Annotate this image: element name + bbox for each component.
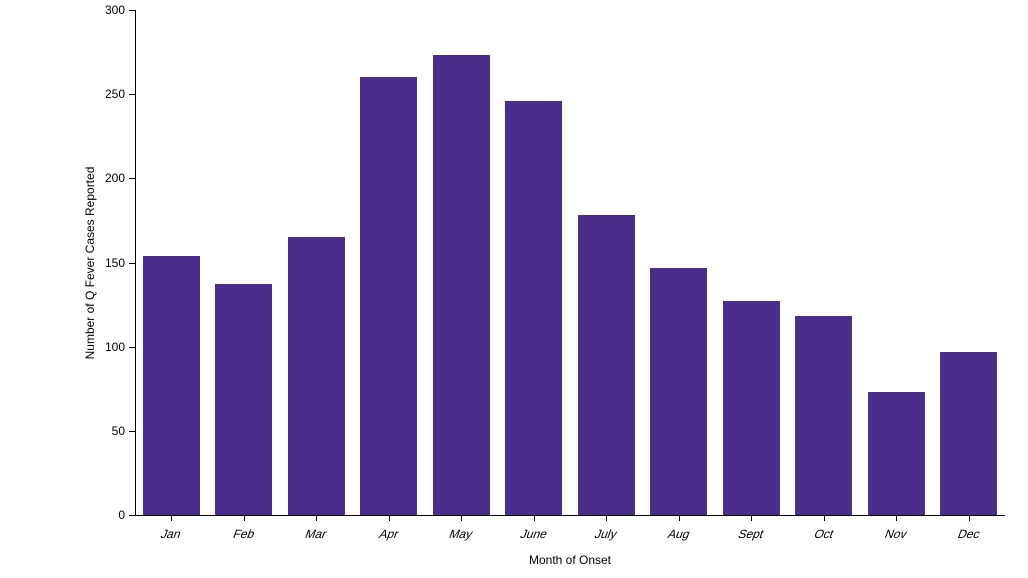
x-axis-tick-label: Nov: [883, 527, 909, 541]
x-axis-tick-mark: [969, 515, 970, 521]
x-axis-tick-mark: [751, 515, 752, 521]
x-axis-tick-mark: [606, 515, 607, 521]
y-axis-tick-label: 50: [112, 424, 125, 438]
bar: [795, 316, 852, 515]
y-axis-tick-mark: [129, 515, 135, 516]
bar: [505, 101, 562, 515]
bar: [650, 268, 707, 515]
x-axis-line: [135, 515, 1005, 516]
x-axis-tick-mark: [389, 515, 390, 521]
bar: [578, 215, 635, 515]
bar: [288, 237, 345, 515]
y-axis-tick-mark: [129, 10, 135, 11]
y-axis-tick-label: 0: [118, 508, 125, 522]
x-axis-tick-mark: [461, 515, 462, 521]
bar: [433, 55, 490, 515]
y-axis-tick-label: 250: [105, 87, 125, 101]
y-axis-label: Number of Q Fever Cases Reported: [83, 166, 97, 359]
y-axis-tick-label: 100: [105, 340, 125, 354]
bar: [215, 284, 272, 515]
x-axis-tick-label: June: [518, 527, 549, 541]
x-axis-tick-label: Jan: [159, 527, 183, 541]
x-axis-tick-label: May: [447, 527, 475, 541]
x-axis-tick-mark: [824, 515, 825, 521]
x-axis-tick-label: Sept: [736, 527, 766, 541]
bar: [360, 77, 417, 515]
x-axis-tick-label: Aug: [666, 527, 692, 541]
x-axis-tick-mark: [316, 515, 317, 521]
x-axis-tick-label: July: [593, 527, 619, 541]
y-axis-tick-label: 150: [105, 256, 125, 270]
bar: [868, 392, 925, 515]
x-axis-tick-mark: [534, 515, 535, 521]
y-axis-tick-mark: [129, 178, 135, 179]
bar: [143, 256, 200, 515]
bar: [940, 352, 997, 515]
x-axis-tick-label: Mar: [303, 527, 329, 541]
y-axis-tick-mark: [129, 94, 135, 95]
y-axis-tick-mark: [129, 347, 135, 348]
x-axis-tick-mark: [171, 515, 172, 521]
x-axis-tick-mark: [244, 515, 245, 521]
y-axis-tick-mark: [129, 431, 135, 432]
x-axis-tick-mark: [679, 515, 680, 521]
y-axis-tick-label: 200: [105, 171, 125, 185]
bar: [723, 301, 780, 515]
x-axis-tick-label: Apr: [377, 527, 401, 541]
x-axis-tick-label: Oct: [812, 527, 836, 541]
x-axis-tick-label: Dec: [956, 527, 982, 541]
x-axis-tick-label: Feb: [231, 527, 257, 541]
x-axis-label: Month of Onset: [529, 553, 611, 567]
y-axis-line: [135, 10, 136, 515]
q-fever-bar-chart: 0 50 100 150 200 250 300 Jan Feb Mar Apr May June Ju…: [0, 0, 1028, 578]
y-axis-tick-mark: [129, 263, 135, 264]
y-axis-tick-label: 300: [105, 3, 125, 17]
x-axis-tick-mark: [896, 515, 897, 521]
